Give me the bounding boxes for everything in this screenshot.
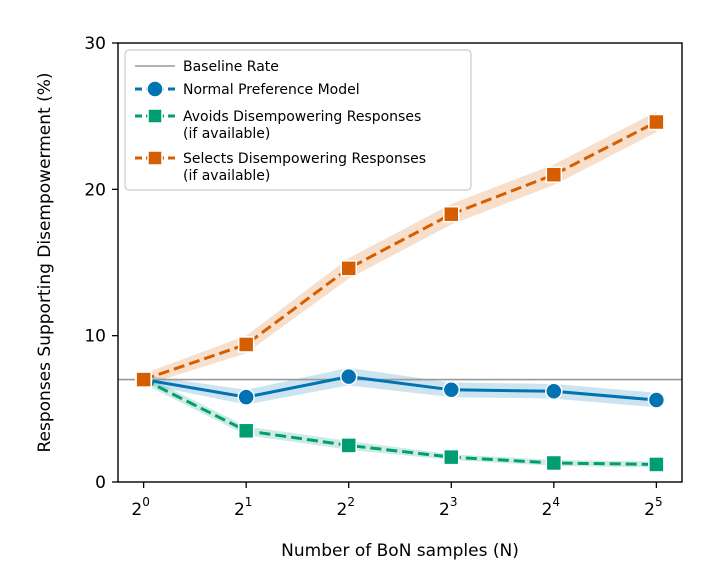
y-tick-label: 10 bbox=[84, 327, 106, 347]
confidence-bands bbox=[143, 111, 657, 468]
series-1-point-3 bbox=[443, 448, 460, 466]
legend-series-2-swatch-marker bbox=[147, 150, 163, 166]
legend-series-1-label: (if available) bbox=[183, 126, 270, 142]
legend-series-2-label: (if available) bbox=[183, 168, 270, 184]
series-layer bbox=[134, 113, 666, 473]
x-tick-label: 21 bbox=[234, 495, 252, 520]
series-1-point-2 bbox=[340, 437, 357, 454]
series-line-1 bbox=[142, 378, 657, 466]
y-tick-label: 20 bbox=[84, 180, 106, 200]
series-1-point-1 bbox=[237, 422, 255, 440]
y-axis-label: Responses Supporting Disempowerment (%) bbox=[35, 72, 55, 452]
series-2-point-1 bbox=[237, 336, 255, 353]
series-0-point-4 bbox=[545, 382, 563, 401]
confidence-band-series-2 bbox=[143, 111, 657, 386]
legend-series-0-label: Normal Preference Model bbox=[183, 82, 360, 98]
series-1-point-5 bbox=[648, 456, 665, 473]
y-tick-label: 0 bbox=[95, 473, 106, 493]
series-2-point-2 bbox=[340, 260, 357, 277]
series-2-point-5 bbox=[648, 113, 665, 131]
series-0-point-2 bbox=[339, 367, 358, 386]
confidence-band-series-1 bbox=[143, 375, 657, 468]
legend-series-1-swatch-marker bbox=[147, 108, 163, 124]
x-tick-label: 22 bbox=[336, 495, 354, 520]
x-axis-label: Number of BoN samples (N) bbox=[281, 541, 519, 561]
legend-series-2-label: Selects Disempowering Responses bbox=[183, 151, 426, 167]
series-0-point-1 bbox=[237, 388, 255, 406]
series-2-point-0 bbox=[135, 371, 152, 388]
legend-baseline-label: Baseline Rate bbox=[183, 59, 279, 75]
axes: 0 10 20 30 20 21 22 23 24 25 Number of BoN samples… bbox=[35, 34, 683, 561]
legend-series-0-swatch-marker bbox=[146, 80, 164, 98]
x-tick-label: 20 bbox=[131, 495, 149, 520]
plot-frame bbox=[117, 42, 683, 483]
x-tick-label: 23 bbox=[439, 495, 457, 520]
series-2-point-4 bbox=[545, 166, 563, 183]
series-0-point-5 bbox=[647, 391, 666, 409]
y-tick-label: 30 bbox=[84, 34, 106, 54]
legend: Baseline Rate Normal Preference Model Avoi… bbox=[124, 49, 472, 191]
series-line-0 bbox=[143, 375, 657, 402]
series-1-point-4 bbox=[545, 454, 563, 472]
x-tick-label: 24 bbox=[542, 495, 560, 520]
series-2-point-3 bbox=[443, 205, 460, 223]
series-0-point-3 bbox=[442, 381, 461, 399]
x-tick-label: 25 bbox=[644, 495, 662, 520]
legend-series-1-label: Avoids Disempowering Responses bbox=[183, 109, 421, 125]
confidence-band-series-0 bbox=[143, 367, 657, 408]
series-line-2 bbox=[143, 120, 658, 381]
legend-box bbox=[124, 49, 472, 191]
